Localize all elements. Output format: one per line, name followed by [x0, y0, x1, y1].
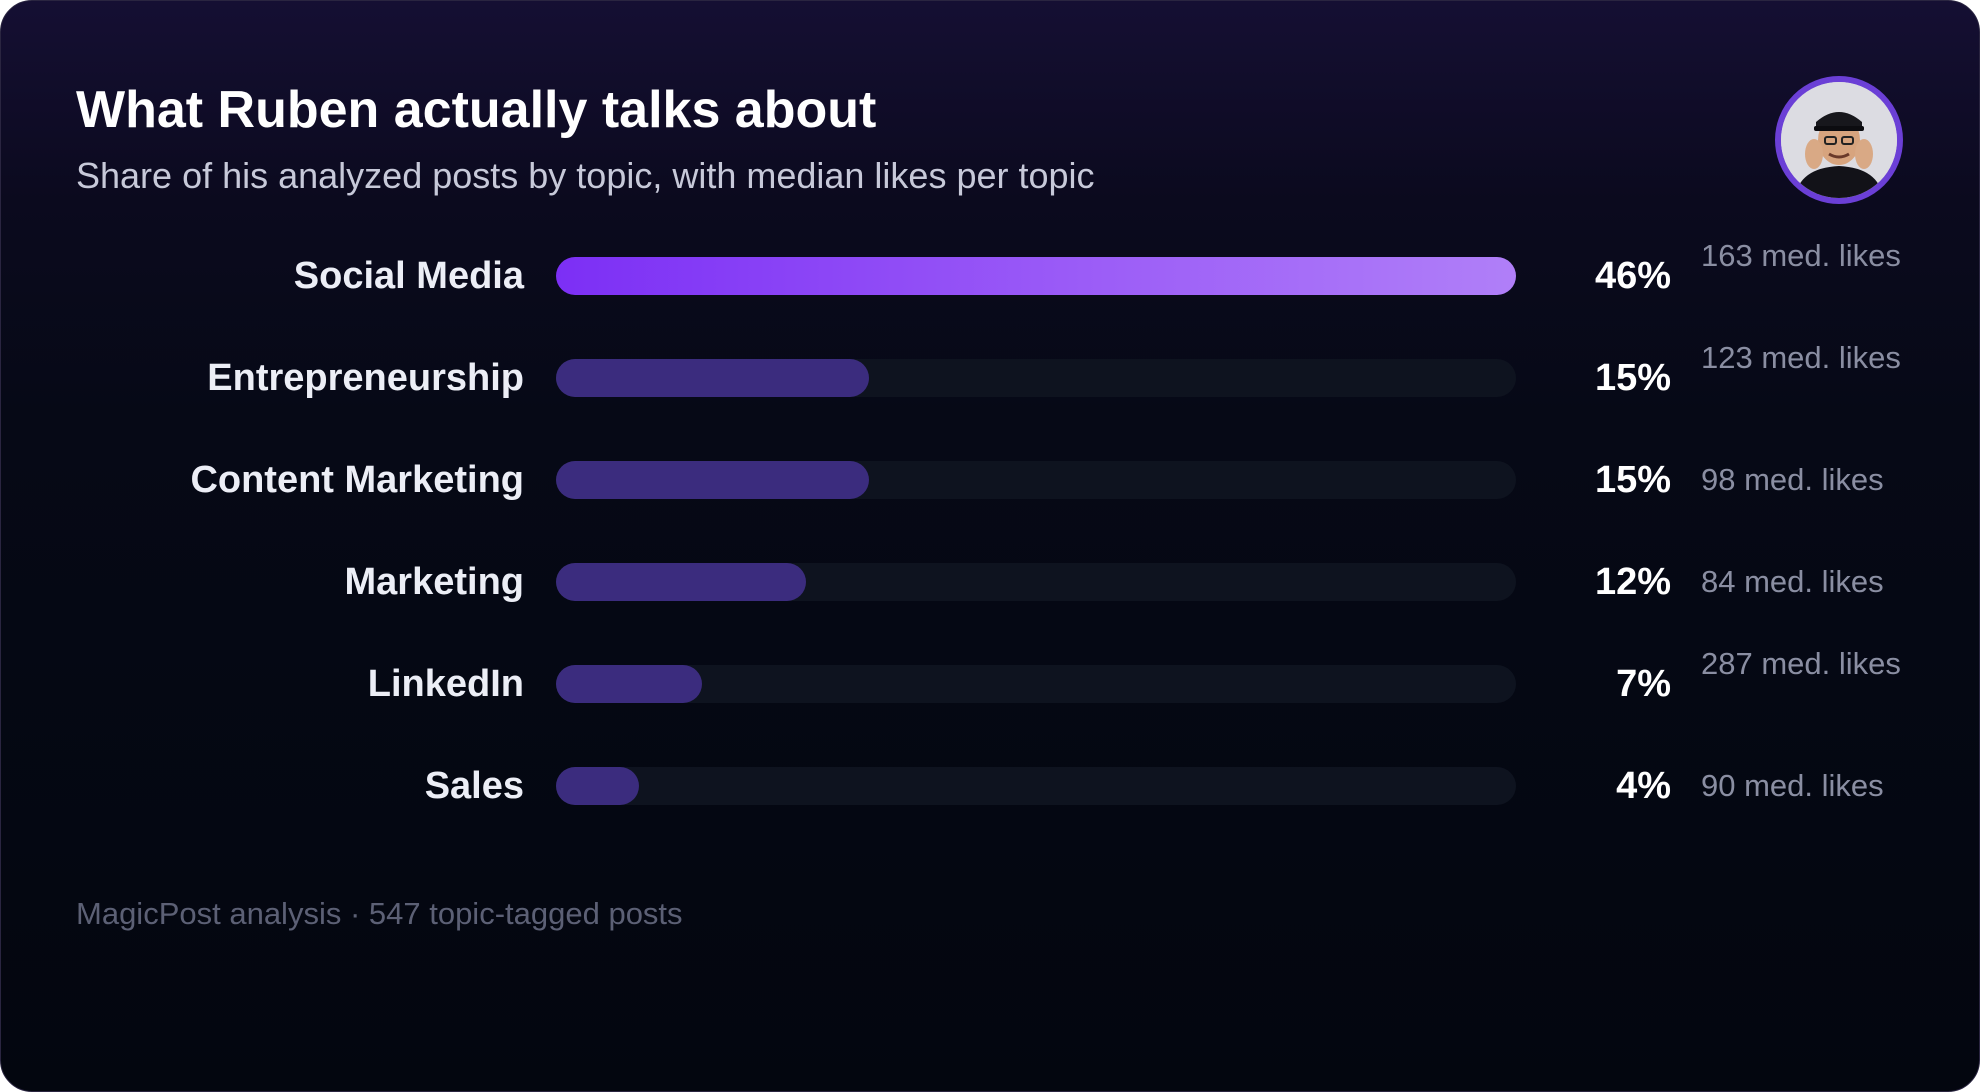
- value-label: 15%: [1594, 357, 1671, 399]
- bar: [556, 359, 869, 397]
- bar: [556, 563, 806, 601]
- category-label: LinkedIn: [367, 663, 524, 705]
- category-label: Sales: [424, 765, 524, 807]
- median-likes-label: 123 med. likes: [1701, 340, 1901, 375]
- bar-track: [556, 665, 1516, 703]
- bar-track: [556, 563, 1516, 601]
- value-label: 7%: [1616, 663, 1671, 705]
- median-likes-label: 84 med. likes: [1701, 564, 1884, 599]
- source-note: MagicPost analysis · 547 topic-tagged po…: [76, 896, 683, 931]
- category-label: Content Marketing: [190, 459, 524, 501]
- value-label: 4%: [1616, 765, 1671, 807]
- bar: [556, 767, 639, 805]
- median-likes-label: 90 med. likes: [1701, 768, 1884, 803]
- bar-track: [556, 461, 1516, 499]
- bar: [556, 461, 869, 499]
- value-label: 46%: [1594, 255, 1671, 297]
- profile-photo-icon: [1781, 82, 1897, 198]
- bar-track: [556, 359, 1516, 397]
- chart-subtitle: Share of his analyzed posts by topic, wi…: [76, 155, 1095, 196]
- median-likes-label: 163 med. likes: [1701, 238, 1901, 273]
- value-label: 12%: [1594, 561, 1671, 603]
- bar-track: [556, 257, 1516, 295]
- category-label: Entrepreneurship: [207, 357, 524, 399]
- median-likes-label: 287 med. likes: [1701, 646, 1901, 681]
- median-likes-label: 98 med. likes: [1701, 462, 1884, 497]
- value-label: 15%: [1594, 459, 1671, 501]
- bar: [556, 665, 702, 703]
- bar: [556, 257, 1516, 295]
- category-label: Social Media: [293, 255, 524, 297]
- avatar: [1775, 76, 1903, 204]
- category-label: Marketing: [344, 561, 524, 603]
- chart-title: What Ruben actually talks about: [76, 81, 877, 139]
- bar-track: [556, 767, 1516, 805]
